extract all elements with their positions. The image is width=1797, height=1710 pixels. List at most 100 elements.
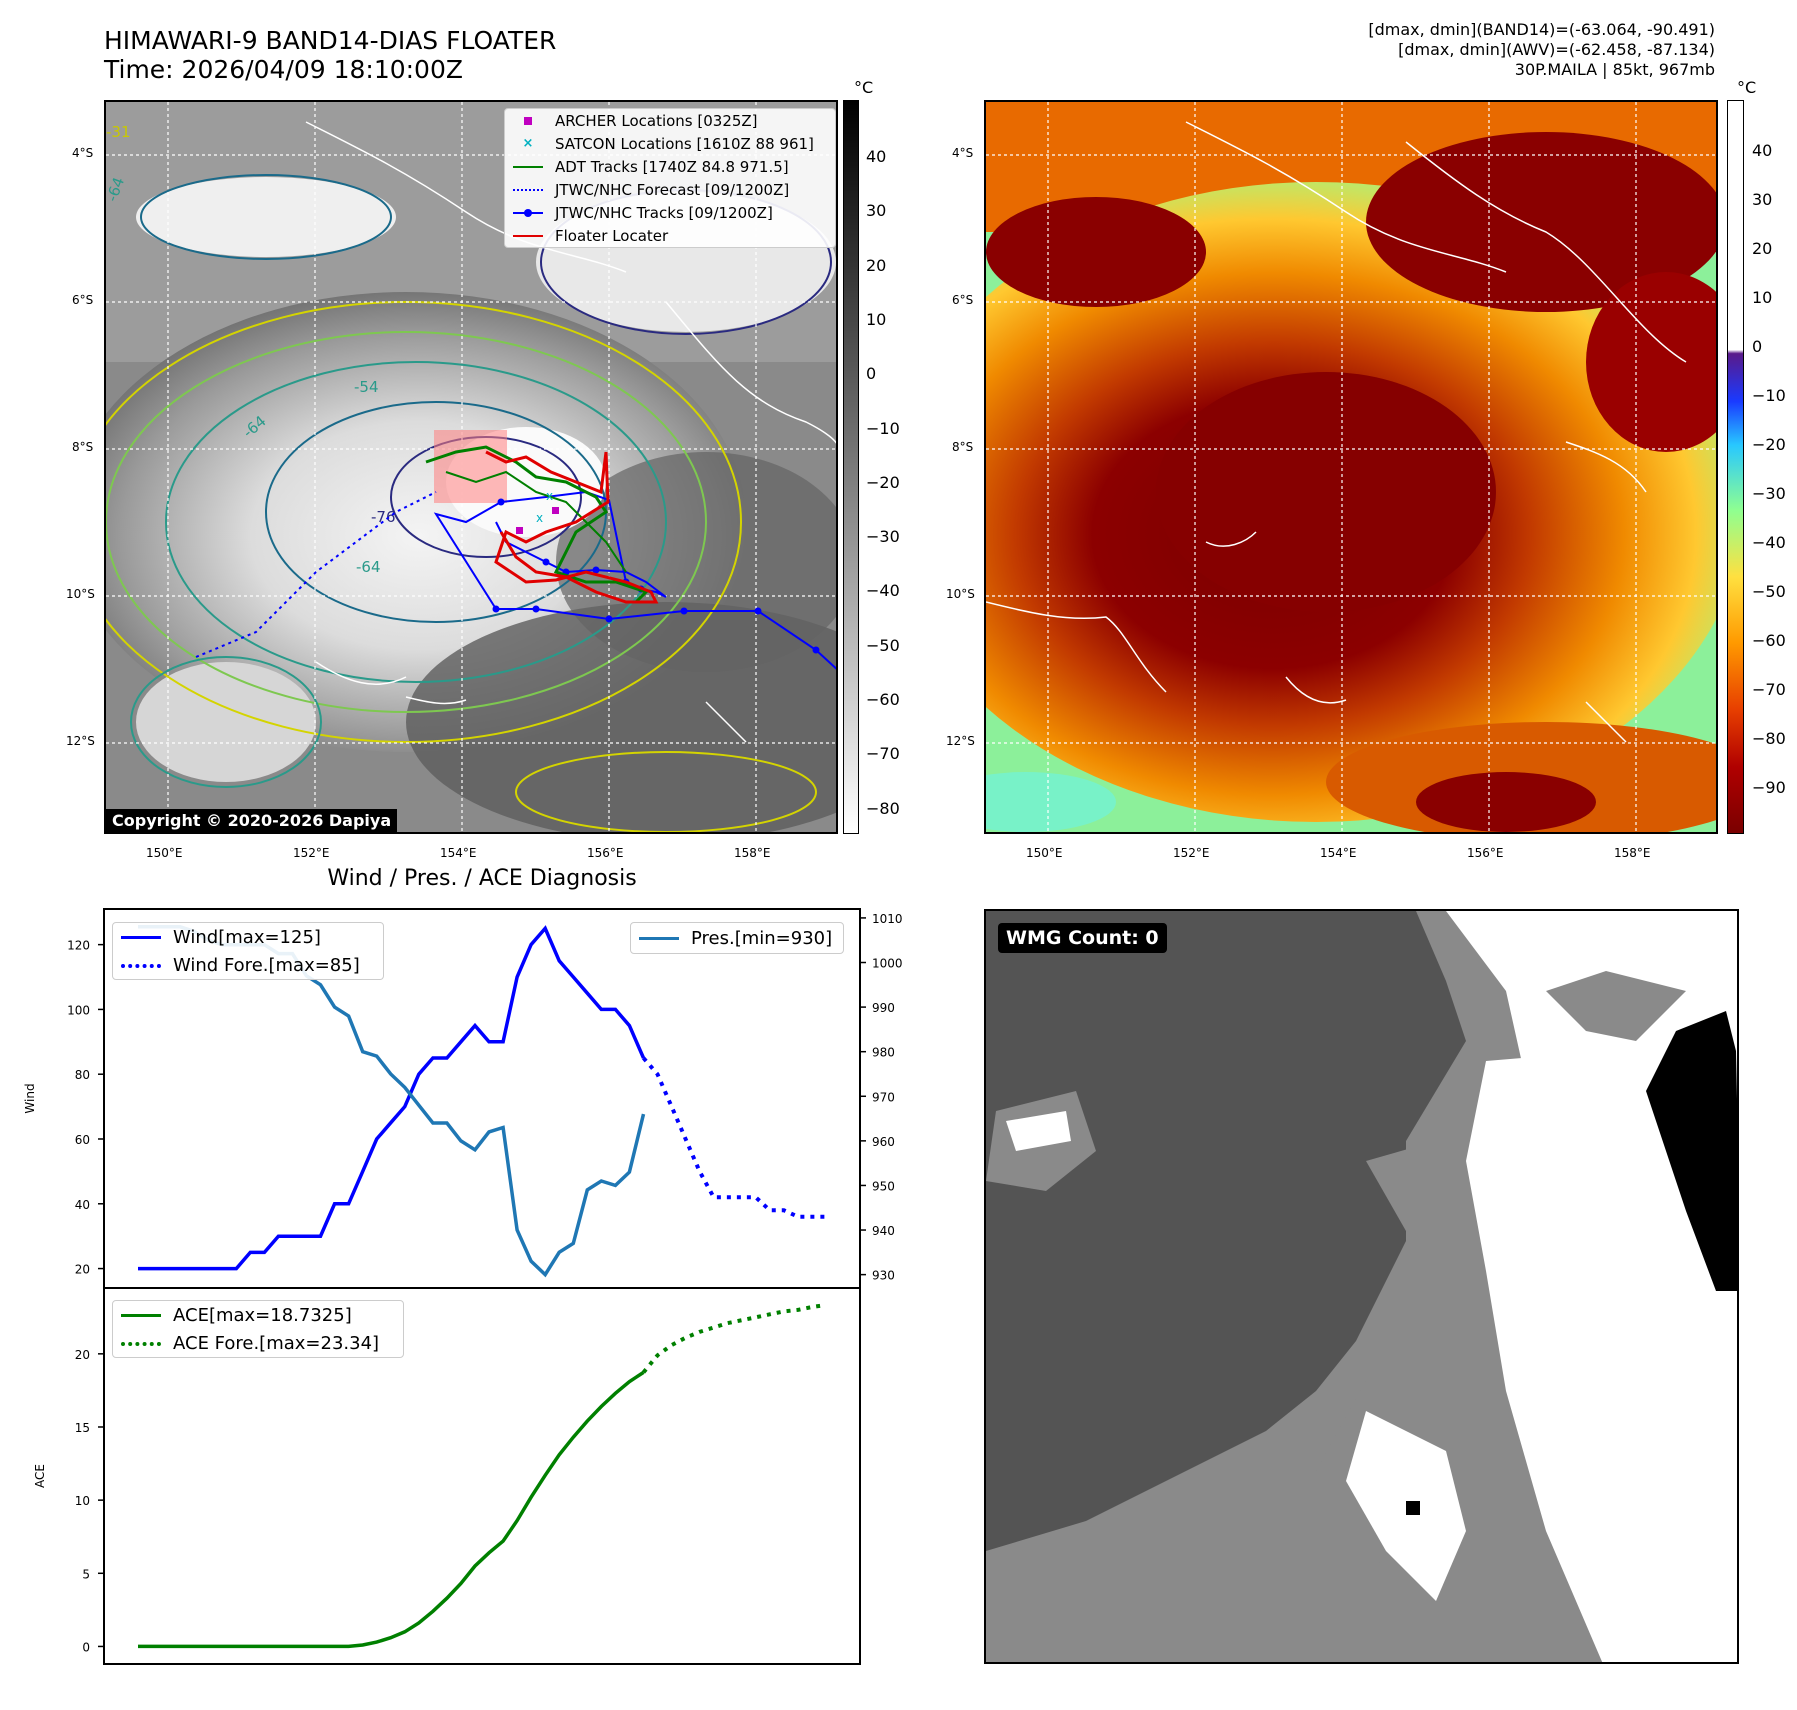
- lon-tick: 150°E: [1026, 846, 1063, 860]
- copyright-label: Copyright © 2020-2026 Dapiya: [106, 809, 398, 832]
- colorbar-gray-tick: 40: [866, 147, 887, 166]
- colorbar-color-tick: −60: [1752, 631, 1786, 650]
- colorbar-gray-tick: −10: [866, 418, 900, 438]
- colorbar-gray-tick: −40: [866, 581, 900, 601]
- map-legend: ARCHER Locations [0325Z] × SATCON Locatio…: [504, 108, 836, 248]
- colorbar-gray-tick: −60: [866, 690, 900, 709]
- colorbar-color-tick: −50: [1752, 582, 1786, 601]
- legend-label: SATCON Locations [1610Z 88 961]: [555, 134, 814, 153]
- pressure-y-tick-label: 950: [872, 1179, 895, 1193]
- lon-tick: 156°E: [1467, 846, 1504, 860]
- pressure-y-tick-label: 990: [872, 1001, 895, 1015]
- wind-series-line: [138, 925, 646, 1271]
- colorbar-color-tick: 20: [1752, 239, 1773, 258]
- legend-label: Wind[max=125]: [173, 926, 321, 948]
- ir-map-panel: -31 -64 -54 -64 -76 -64 x x ARCHER Loc: [104, 100, 838, 834]
- legend-label: Pres.[min=930]: [691, 927, 833, 949]
- lon-tick: 150°E: [146, 846, 183, 860]
- lon-tick: 154°E: [440, 846, 477, 860]
- ace-y-tick-label: 0: [82, 1640, 90, 1654]
- floater-line-icon: [513, 231, 543, 241]
- legend-item-ace-fore: ACE Fore.[max=23.34]: [113, 1329, 403, 1357]
- lat-tick: 10°S: [946, 587, 975, 601]
- ace-y-tick-label: 10: [75, 1494, 90, 1508]
- colorbar-gray-tick: −50: [866, 635, 900, 655]
- pressure-y-tick-label: 1000: [872, 957, 903, 971]
- legend-item-forecast: JTWC/NHC Forecast [09/1200Z]: [505, 178, 835, 201]
- satcon-x-icon: ×: [522, 135, 534, 151]
- ace-y-tick-label: 15: [75, 1421, 90, 1435]
- ace-series-line: [138, 1370, 645, 1649]
- lat-tick: 10°S: [66, 587, 95, 601]
- legend-item-floater: Floater Locater: [505, 224, 835, 247]
- legend-label: ARCHER Locations [0325Z]: [555, 111, 758, 130]
- contour-label: -64: [356, 558, 381, 576]
- wind-y-tick-label: 120: [67, 939, 90, 953]
- pres-line-icon: [639, 933, 679, 943]
- contour-label: -54: [354, 378, 379, 396]
- legend-item-archer: ARCHER Locations [0325Z]: [505, 109, 835, 132]
- contour-label: -31: [106, 123, 131, 141]
- colorbar-gray-tick: −20: [866, 472, 900, 492]
- legend-label: JTWC/NHC Forecast [09/1200Z]: [555, 180, 790, 199]
- ace-y-tick-label: 20: [75, 1348, 90, 1362]
- lat-tick: 12°S: [946, 734, 975, 748]
- lat-tick: 8°S: [952, 440, 974, 454]
- colorbar-gray-unit: °C: [854, 78, 874, 97]
- pressure-y-tick-label: 930: [872, 1269, 895, 1283]
- colorbar-color-tick: −80: [1752, 729, 1786, 748]
- lat-tick: 6°S: [72, 293, 94, 307]
- colorbar-gray: [843, 100, 859, 834]
- lat-tick: 4°S: [952, 146, 974, 160]
- pressure-y-tick-label: 980: [872, 1046, 895, 1060]
- ace-forecast-line: [641, 1303, 827, 1374]
- colorbar-color-tick: 0: [1752, 337, 1763, 356]
- colorbar-color-tick: −20: [1752, 435, 1786, 454]
- ace-axis-label: ACE: [33, 1464, 47, 1488]
- diag-title: Wind / Pres. / ACE Diagnosis: [327, 866, 637, 891]
- pressure-y-tick-label: 970: [872, 1090, 895, 1104]
- lon-tick: 152°E: [293, 846, 330, 860]
- ace-legend: ACE[max=18.7325] ACE Fore.[max=23.34]: [112, 1300, 404, 1358]
- svg-text:x: x: [546, 489, 553, 503]
- colorbar-gray-tick: 20: [866, 255, 887, 275]
- colorbar-color-tick: 10: [1752, 288, 1773, 307]
- ace-plot-frame: [103, 1287, 861, 1665]
- figure-title: HIMAWARI-9 BAND14-DIAS FLOATER Time: 2026…: [104, 26, 556, 84]
- title-satellite: HIMAWARI-9 BAND14-DIAS FLOATER: [104, 26, 557, 55]
- legend-label: Wind Fore.[max=85]: [173, 954, 360, 976]
- legend-item-wind: Wind[max=125]: [113, 923, 383, 951]
- colorbar-gray-tick: 30: [866, 201, 887, 221]
- legend-item-adt: ADT Tracks [1740Z 84.8 971.5]: [505, 155, 835, 178]
- colorbar-color-tick: −10: [1752, 386, 1786, 405]
- colorbar-gray-tick: −70: [866, 744, 900, 764]
- colorbar-color-unit: °C: [1737, 78, 1757, 97]
- lon-tick: 156°E: [587, 846, 624, 860]
- svg-text:x: x: [536, 511, 543, 525]
- legend-label: ADT Tracks [1740Z 84.8 971.5]: [555, 157, 789, 176]
- info-block: [dmax, dmin](BAND14)=(-63.064, -90.491) …: [1368, 20, 1715, 80]
- legend-label: ACE[max=18.7325]: [173, 1304, 352, 1326]
- info-storm: 30P.MAILA | 85kt, 967mb: [1514, 60, 1715, 79]
- wind-y-tick-label: 60: [75, 1133, 90, 1147]
- wind-legend: Wind[max=125] Wind Fore.[max=85]: [112, 922, 384, 980]
- legend-item-satcon: × SATCON Locations [1610Z 88 961]: [505, 132, 835, 155]
- colorbar-color-tick: −70: [1752, 680, 1786, 699]
- lon-tick: 158°E: [1614, 846, 1651, 860]
- legend-item-pres: Pres.[min=930]: [631, 923, 843, 953]
- legend-label: ACE Fore.[max=23.34]: [173, 1332, 380, 1354]
- wind-y-tick-label: 40: [75, 1198, 90, 1212]
- legend-label: Floater Locater: [555, 226, 669, 245]
- legend-label: JTWC/NHC Tracks [09/1200Z]: [555, 203, 773, 222]
- colorbar-color-tick: −40: [1752, 533, 1786, 552]
- colorbar-gray-tick: 10: [866, 309, 887, 329]
- archer-square-icon: [513, 116, 543, 126]
- adt-line-icon: [513, 162, 543, 172]
- info-band14: [dmax, dmin](BAND14)=(-63.064, -90.491): [1368, 20, 1715, 39]
- wind-forecast-line: [641, 1056, 826, 1219]
- lat-tick: 12°S: [66, 734, 95, 748]
- wind-y-tick-label: 100: [67, 1003, 90, 1017]
- lon-tick: 158°E: [734, 846, 771, 860]
- pressure-y-tick-label: 1010: [872, 912, 903, 926]
- legend-item-wind-fore: Wind Fore.[max=85]: [113, 951, 383, 979]
